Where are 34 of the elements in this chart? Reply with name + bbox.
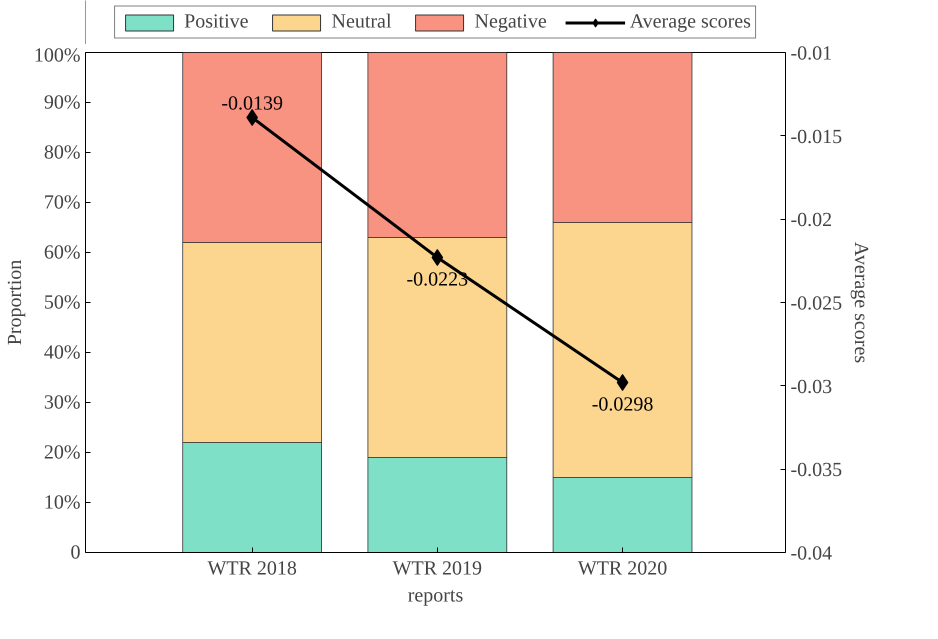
y-tick-label: 60% (44, 242, 81, 264)
point (616, 374, 628, 391)
y-tick-label: 20% (44, 442, 81, 464)
y2-tick-label: -0.03 (790, 376, 832, 398)
data-label: -0.0298 (592, 394, 654, 416)
y-tick-label: 10% (44, 492, 81, 514)
legend-label: Average scores (630, 10, 751, 34)
y-tick-label: 70% (44, 192, 81, 214)
legend-label: Neutral (332, 10, 392, 34)
x-tick-label: WTR 2018 (207, 558, 297, 580)
y2-tick-label: -0.025 (790, 292, 842, 314)
legend-label: Positive (184, 10, 249, 34)
y2-tick-label: -0.02 (790, 209, 832, 232)
x-tick-label: WTR 2019 (392, 558, 482, 580)
data-label: -0.0139 (221, 92, 284, 114)
y-tick-label: 80% (44, 142, 81, 164)
y-tick-label: 90% (44, 92, 81, 114)
y2-tick-label: -0.015 (790, 126, 842, 148)
point (246, 109, 258, 126)
y-tick-label: 0 (70, 542, 80, 564)
x-tick-label: WTR 2020 (578, 558, 668, 580)
x-axis-title: reports (408, 584, 464, 606)
y2-tick-label: -0.04 (790, 542, 832, 564)
point (432, 249, 444, 266)
y2-tick-label: -0.035 (790, 459, 842, 482)
y-tick-label: 100% (34, 44, 81, 66)
y2-tick-label: -0.01 (790, 42, 832, 64)
y-tick-label: 50% (44, 292, 81, 314)
data-label: -0.0223 (406, 268, 468, 290)
y-axis-title: Proportion (4, 260, 26, 346)
y-tick-label: 30% (44, 392, 81, 414)
y-tick-label: 40% (44, 342, 81, 364)
legend-label: Negative (474, 10, 547, 34)
y2-axis-title: Average scores (850, 242, 872, 364)
